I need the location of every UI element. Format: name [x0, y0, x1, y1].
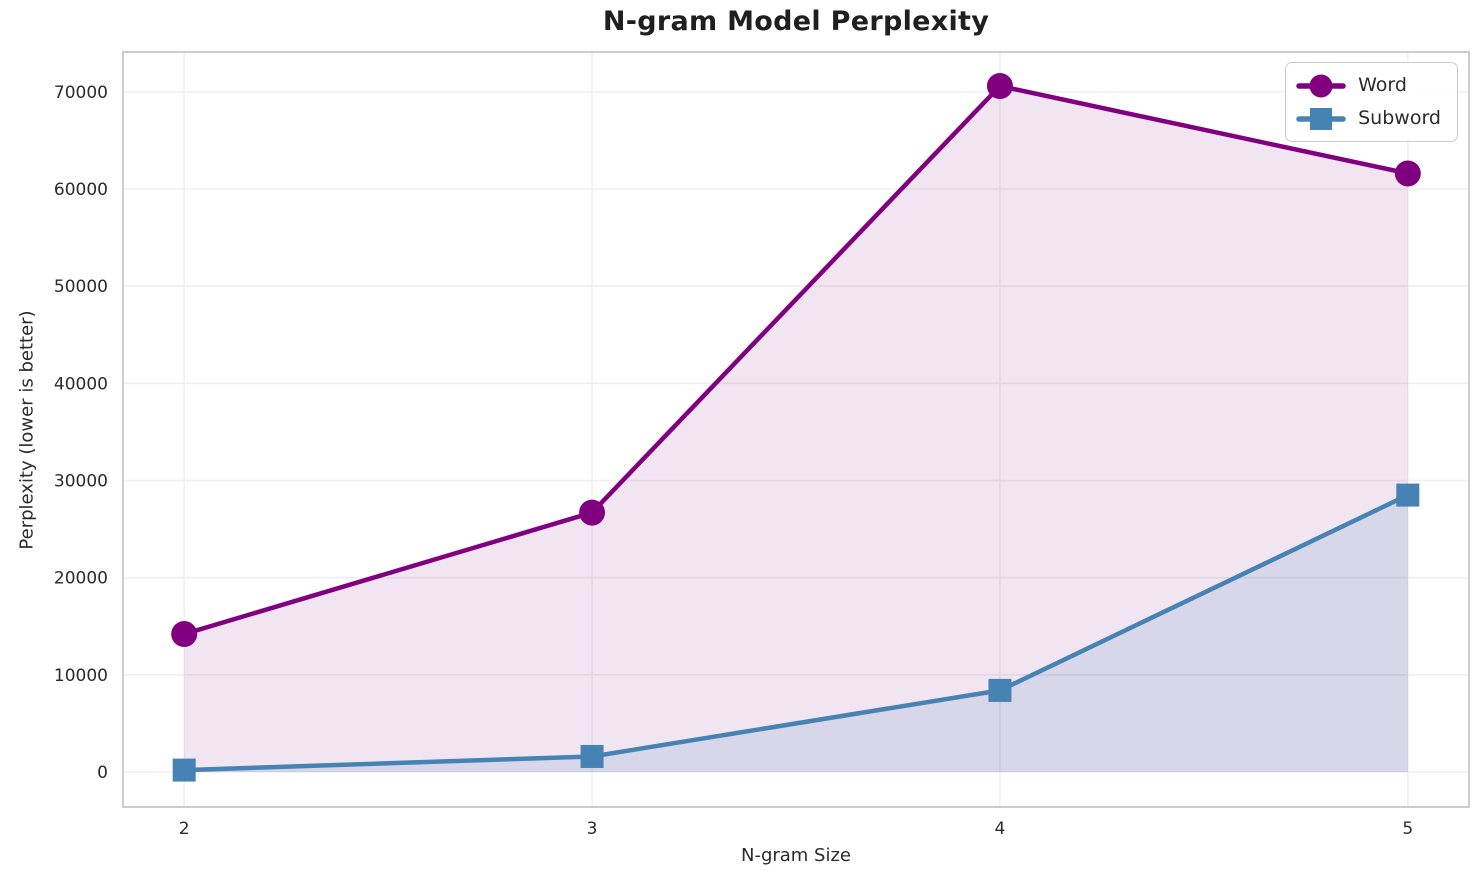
subword-legend-marker — [1296, 105, 1346, 133]
x-tick-label: 2 — [179, 819, 190, 839]
word-legend-marker — [1296, 72, 1346, 100]
series-line-0 — [181, 83, 1411, 637]
legend: Word Subword — [1285, 62, 1458, 142]
y-tick-label: 40000 — [54, 374, 108, 394]
data-point — [172, 758, 196, 782]
series-fill-1 — [184, 495, 1408, 773]
data-point — [1394, 160, 1421, 187]
y-tick-label: 20000 — [54, 569, 108, 589]
y-tick-label: 50000 — [54, 277, 108, 297]
series-line-1 — [181, 492, 1411, 773]
x-tick-label: 5 — [1402, 819, 1413, 839]
series-fill-0 — [184, 86, 1408, 773]
x-axis-label: N-gram Size — [740, 845, 852, 866]
x-tick-label: 4 — [995, 819, 1006, 839]
data-point — [579, 499, 606, 526]
y-tick-label: 60000 — [54, 180, 108, 200]
legend-item-word: Word — [1296, 70, 1441, 101]
legend-label-word: Word — [1358, 74, 1407, 96]
y-tick-label: 10000 — [54, 666, 108, 686]
y-tick-label: 0 — [97, 763, 108, 783]
data-point — [171, 621, 198, 648]
data-point — [988, 678, 1012, 702]
chart-title: N-gram Model Perplexity — [602, 6, 990, 37]
y-tick-label: 30000 — [54, 472, 108, 492]
plot-border — [122, 51, 1470, 808]
data-point — [580, 744, 604, 768]
data-point — [986, 73, 1013, 100]
y-tick-label: 70000 — [54, 83, 108, 103]
y-axis-label: Perplexity (lower is better) — [16, 310, 38, 550]
legend-item-subword: Subword — [1296, 103, 1441, 134]
x-tick-label: 3 — [587, 819, 598, 839]
legend-label-subword: Subword — [1358, 107, 1441, 129]
data-point — [1396, 483, 1420, 507]
